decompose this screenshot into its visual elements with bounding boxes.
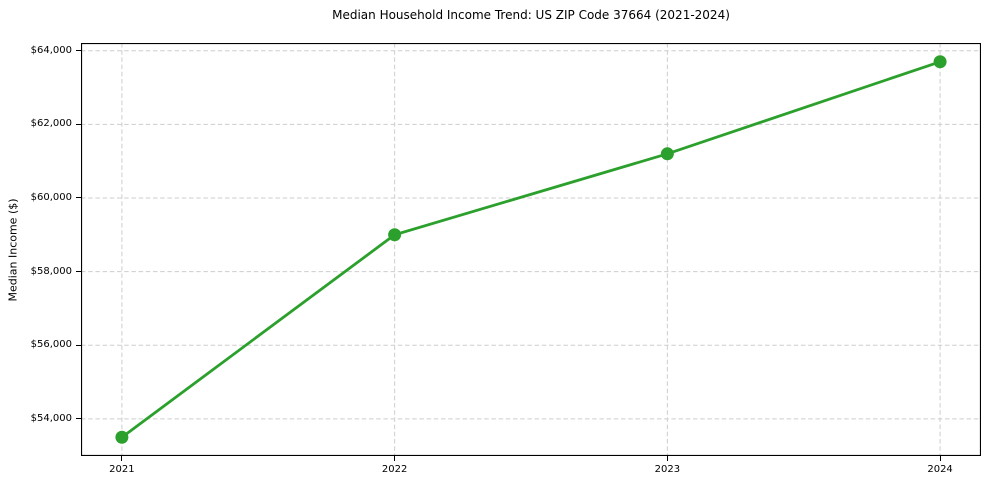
plot-area [81,43,981,456]
trend-line [120,60,942,439]
data-point-marker [933,55,947,69]
y-tick-mark [76,344,81,346]
data-point-marker [660,147,674,161]
x-tick-mark [939,456,941,461]
y-tick-label: $54,000 [30,412,72,424]
y-tick-label: $62,000 [30,118,72,130]
y-tick-label: $64,000 [30,44,72,56]
data-point-marker [115,430,129,444]
x-tick-label: 2023 [654,464,681,475]
y-tick-label: $58,000 [30,265,72,277]
chart-title: Median Household Income Trend: US ZIP Co… [332,8,730,22]
y-tick-mark [76,123,81,125]
y-tick-mark [76,418,81,420]
x-tick-label: 2022 [381,464,408,475]
y-axis-label: Median Income ($) [6,198,20,302]
x-tick-label: 2024 [927,464,953,475]
y-tick-mark [76,271,81,273]
line-chart-svg [81,43,981,456]
plot-frame [81,43,981,456]
y-tick-label: $60,000 [30,191,72,203]
x-tick-mark [121,456,123,461]
data-point-marker [388,228,402,242]
x-tick-label: 2021 [109,464,135,475]
y-tick-mark [76,50,81,52]
x-tick-mark [394,456,396,461]
x-tick-mark [666,456,668,461]
y-tick-label: $56,000 [30,339,72,351]
y-tick-mark [76,197,81,199]
